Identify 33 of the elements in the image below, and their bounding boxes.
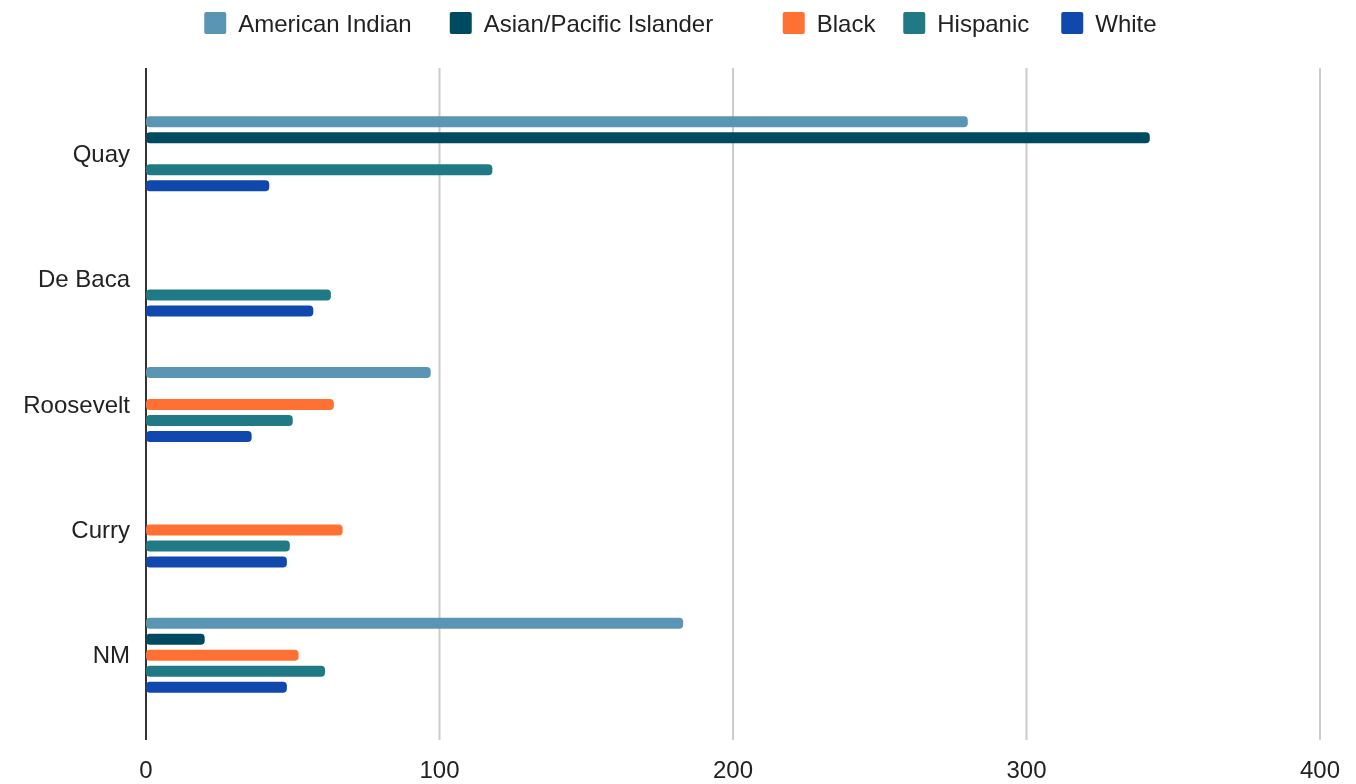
- bar: [146, 524, 343, 536]
- bar: [146, 431, 252, 442]
- y-tick-label: Quay: [72, 139, 130, 167]
- bar: [146, 633, 205, 645]
- bar: [146, 617, 684, 629]
- legend-label: Asian/Pacific Islander: [483, 10, 714, 37]
- legend-label: Black: [816, 10, 877, 37]
- bar: [146, 681, 287, 693]
- bar: [146, 556, 287, 568]
- x-tick-label: 400: [1299, 756, 1341, 783]
- bar: [146, 164, 493, 176]
- bar: [146, 665, 326, 677]
- legend-label: American Indian: [238, 10, 412, 37]
- x-tick-label: 100: [419, 756, 460, 783]
- bar: [146, 540, 290, 552]
- x-tick-label: 300: [1006, 756, 1047, 783]
- bar: [146, 649, 299, 661]
- bar: [146, 367, 431, 378]
- bar: [146, 415, 293, 426]
- y-tick-label: Curry: [71, 515, 130, 543]
- x-tick-label: 200: [712, 756, 754, 783]
- y-tick-label: NM: [92, 641, 130, 669]
- legend-label: Hispanic: [937, 10, 1030, 37]
- y-tick-label: De Baca: [37, 265, 131, 293]
- y-tick-label: Roosevelt: [23, 390, 131, 418]
- bar: [146, 116, 968, 128]
- x-tick-label: 0: [139, 756, 153, 783]
- legend-label: White: [1095, 10, 1157, 37]
- bar: [146, 399, 334, 410]
- bar: [146, 305, 314, 317]
- bar: [146, 180, 270, 192]
- bar: [146, 132, 1150, 144]
- bar: [146, 289, 331, 301]
